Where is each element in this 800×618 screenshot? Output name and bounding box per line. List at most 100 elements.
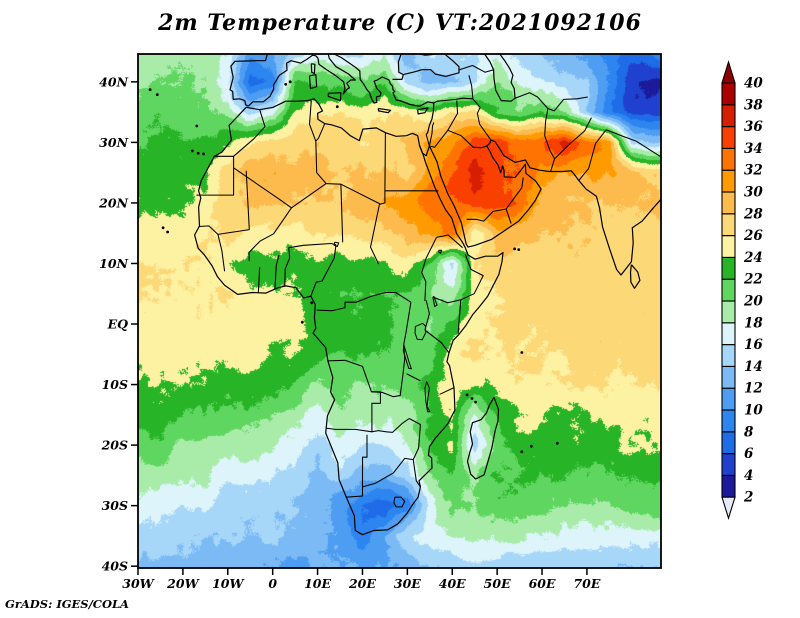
border-b_eritrea [436, 234, 463, 249]
lon-tick-label: 70E [573, 576, 600, 591]
coastline-cyprus [417, 107, 429, 115]
border-b_libya_algeria_niger [315, 141, 327, 184]
border-b_bots_sa [362, 457, 414, 488]
border-b_saudi_yemen [466, 208, 507, 222]
island-dot [300, 320, 304, 324]
colorbar-label: 16 [744, 337, 763, 353]
island-dot [335, 105, 339, 109]
lat-tick-label: 10N [99, 256, 128, 271]
lon-tick-label: 50E [484, 576, 511, 591]
colorbar-arrow-bottom [721, 496, 736, 521]
island-dot [196, 151, 200, 155]
colorbar-label: 10 [744, 403, 763, 419]
border-b_sa_moz [412, 459, 421, 488]
colorbar-box [721, 82, 736, 106]
colorbar-box [721, 431, 736, 455]
island-dot [310, 301, 314, 305]
coastline-madagascar [466, 397, 500, 480]
colorbar-box [721, 104, 736, 128]
lat-tick-label: 40N [99, 74, 128, 89]
colorbar-label: 12 [744, 381, 763, 397]
lake_victoria [414, 322, 427, 341]
border-b_chad_sudan [369, 203, 381, 265]
coastline-coast_africa [194, 98, 504, 536]
border-b_zim_moz [408, 418, 421, 460]
border-b_iraq_west [447, 100, 459, 131]
border-b_turkey_south [433, 75, 474, 104]
border-b_mali_niger [273, 207, 292, 235]
longitude-axis: 30W 20W 10W 0 10E 20E 30E 40E 50E 60E 70E [122, 568, 601, 591]
colorbar-label: 2 [743, 490, 753, 506]
lake_malawi [424, 381, 431, 413]
colorbar-label: 14 [744, 359, 763, 375]
lat-tick-label: 40S [102, 559, 128, 574]
border-b_drc_east [403, 302, 412, 360]
border-b_kenya_tanzania [424, 329, 450, 353]
lon-tick-label: 30W [122, 576, 155, 591]
lon-tick-label: 10E [304, 576, 331, 591]
border-b_morocco_algeria [233, 109, 266, 157]
island-dot [195, 124, 199, 128]
border-b_zambia_zimbabwe [386, 418, 410, 433]
island-dot [161, 226, 165, 230]
colorbar-box [721, 387, 736, 411]
border-b_cameroon_car_north [316, 291, 412, 312]
lat-tick-label: 20N [98, 195, 128, 210]
border-b_iraq_iran [472, 98, 492, 141]
colorbar-label: 40 [744, 76, 763, 92]
island-dot [529, 444, 533, 448]
coastline-blacksea_west [397, 54, 404, 76]
colorbar-label: 8 [744, 424, 754, 440]
border-b_iran_turkmen [514, 92, 549, 109]
island-dot [517, 248, 521, 252]
coastline-iberia_atlantic [229, 54, 268, 107]
island-dot [465, 393, 469, 397]
border-b_afghan_pak [554, 117, 592, 160]
colorbar-label: 38 [744, 97, 763, 113]
border-b_caucasus [459, 64, 494, 73]
border-b_uganda_kenya [424, 300, 430, 331]
border-b_ethiopia_somalia [460, 254, 484, 301]
coastline-corsica [310, 63, 316, 74]
lon-tick-label: 40E [439, 576, 466, 591]
island-dot [190, 149, 194, 153]
colorbar-label: 34 [744, 141, 763, 157]
colorbar-box [721, 191, 736, 215]
border-b_libya_egypt [384, 132, 386, 191]
colorbar-label: 32 [744, 163, 763, 179]
border-b_wsahara [196, 155, 235, 196]
border-b_egypt_israel [425, 134, 430, 147]
island-dot [155, 93, 159, 96]
border-b_nigeria_cameroon [310, 244, 337, 297]
colorbar-label: 20 [743, 294, 763, 310]
border-b_angola_zambia [371, 391, 381, 432]
border-b_lesotho [393, 496, 406, 508]
border-b_senegal [198, 225, 219, 235]
colorbar-label: 28 [743, 206, 763, 222]
lon-tick-label: 20E [348, 576, 376, 591]
border-b_ethiopia_west [421, 237, 437, 302]
lake_tanganyika [402, 344, 412, 370]
colorbar-label: 18 [744, 315, 763, 331]
coastline-sri_lanka [629, 264, 641, 289]
coastline-caspian [484, 54, 516, 102]
colorbar-box [721, 365, 736, 389]
border-b_benin_nigeria [284, 242, 337, 286]
colorbar-box [721, 344, 736, 367]
map-borders [148, 54, 661, 536]
border-b_saudi_north [429, 129, 487, 149]
colorbar-label: 26 [743, 228, 763, 244]
colorbar-label: 24 [743, 250, 763, 266]
map-frame [137, 53, 662, 569]
island-dot [474, 400, 477, 404]
latitude-axis: 40N 30N 20N 10N EQ 10S 20S 30S 40S [98, 74, 138, 574]
island-dot [520, 351, 524, 354]
lake_chad [333, 241, 340, 247]
coastline-sardinia [308, 74, 318, 90]
lon-tick-label: 0 [268, 576, 277, 591]
lon-tick-label: 30E [394, 576, 421, 591]
colorbar-label: 4 [744, 468, 753, 484]
border-b_namibia_bots_sa [346, 434, 368, 498]
border-b_saudi_uae [505, 177, 524, 210]
